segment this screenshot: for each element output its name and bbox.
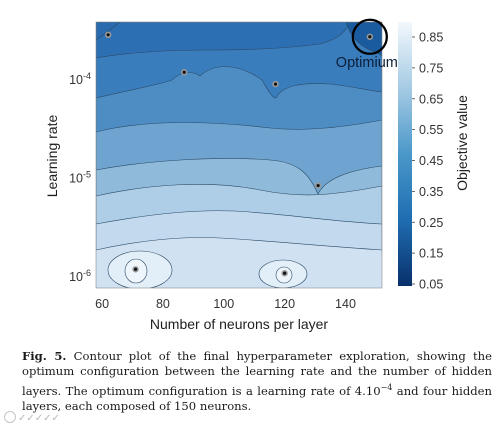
colorbar-tick-label: 0.45 <box>419 154 443 168</box>
x-axis-ticks: 60 80 100 120 140 <box>95 297 356 311</box>
colorbar-label: Objective value <box>454 95 470 191</box>
optimum-annotation: Optimium <box>336 18 398 71</box>
sample-point <box>273 82 278 86</box>
watermark: ✓✓✓✓✓ <box>4 411 60 424</box>
optimum-label: Optimium <box>336 55 398 71</box>
x-tick-label: 140 <box>335 297 356 311</box>
contour-band <box>96 22 121 41</box>
x-tick-label: 60 <box>95 297 109 311</box>
optimum-circle <box>351 18 388 55</box>
colorbar-tick-label: 0.75 <box>419 61 443 75</box>
colorbar-tick-label: 0.85 <box>419 31 443 45</box>
y-tick-label: 10-4 <box>69 71 91 87</box>
figure-caption: Fig. 5. Contour plot of the final hyperp… <box>22 349 492 414</box>
caption-label: Fig. 5. <box>22 349 67 363</box>
colorbar-tick-label: 0.05 <box>419 278 443 292</box>
y-tick-label: 10-5 <box>69 170 91 186</box>
sample-point <box>133 267 138 271</box>
x-tick-label: 80 <box>156 297 170 311</box>
x-tick-label: 120 <box>274 297 295 311</box>
sample-point <box>182 70 186 74</box>
sample-points <box>104 31 374 277</box>
caption-text-after: and four hidden layers, each composed of… <box>22 383 492 414</box>
colorbar <box>398 22 412 286</box>
colorbar-tick-label: 0.15 <box>419 247 443 261</box>
contour-bands <box>96 22 382 288</box>
y-axis-ticks: 10-6 10-5 10-4 <box>69 71 91 284</box>
caption-exponent: −4 <box>380 382 393 392</box>
contour-band <box>96 22 351 59</box>
x-tick-label: 100 <box>213 297 234 311</box>
colorbar-tick-label: 0.25 <box>419 216 443 230</box>
colorbar-ticks: 0.85 0.75 0.65 0.55 0.45 0.35 0.25 0.15 0.05 <box>412 31 443 292</box>
contour-figure: Optimium 60 80 100 120 140 10-6 10-5 10-4 Numb… <box>44 18 470 332</box>
colorbar-tick-label: 0.35 <box>419 185 443 199</box>
plot-frame <box>95 21 383 289</box>
y-axis-label: Learning rate <box>44 115 60 198</box>
y-tick-label: 10-6 <box>69 268 91 284</box>
watermark-icon <box>4 411 16 423</box>
x-axis-label: Number of neurons per layer <box>150 316 329 332</box>
sample-point <box>106 33 110 37</box>
sample-point <box>316 183 320 188</box>
colorbar-tick-label: 0.65 <box>419 92 443 106</box>
sample-point <box>283 271 287 275</box>
sample-point <box>368 35 372 39</box>
caption-text: Contour plot of the final hyperparameter… <box>22 349 492 398</box>
colorbar-tick-label: 0.55 <box>419 123 443 137</box>
